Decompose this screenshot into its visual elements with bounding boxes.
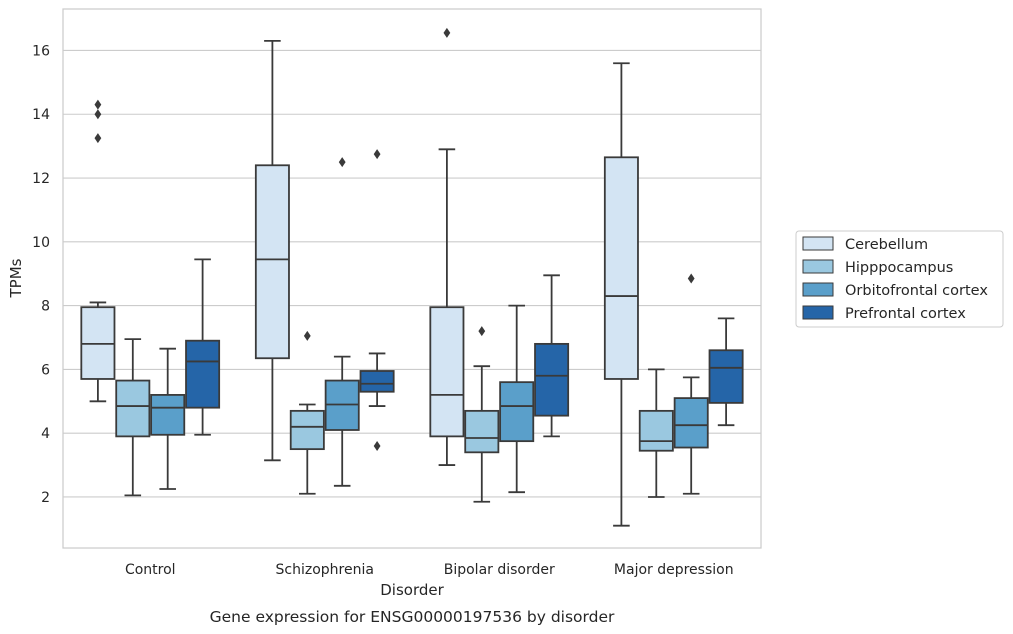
box-1-2 <box>115 338 151 497</box>
y-tick-label: 2 <box>41 490 50 506</box>
box-2-1 <box>254 39 290 462</box>
box-body <box>499 381 535 443</box>
outlier-point <box>687 273 695 284</box>
legend-label: Orbitofrontal cortex <box>845 283 988 299</box>
legend-swatch <box>802 282 834 297</box>
box-4-2 <box>638 368 674 498</box>
y-axis-label: TPMs <box>7 258 25 298</box>
box-2-3 <box>324 157 360 487</box>
box-4-3 <box>673 273 709 495</box>
box-body <box>638 409 674 452</box>
box-4-1 <box>603 62 639 527</box>
legend-swatch <box>802 259 834 274</box>
y-tick-label: 12 <box>32 171 50 187</box>
box-body <box>464 409 500 454</box>
outlier-point <box>94 99 102 110</box>
y-tick-label: 10 <box>32 235 50 251</box>
box-2-4 <box>359 149 395 451</box>
legend-item: Hipppocampus <box>802 259 953 276</box>
box-body <box>534 342 570 417</box>
legend-frame <box>795 230 1004 328</box>
y-tick-label: 4 <box>41 426 50 442</box>
box-1-3 <box>150 347 186 490</box>
box-1-1 <box>80 99 116 403</box>
box-body <box>429 306 465 438</box>
legend-swatch <box>802 236 834 251</box>
box-body <box>150 394 186 436</box>
legend-label: Cerebellum <box>845 237 928 253</box>
box-2-2 <box>289 330 325 495</box>
chart-caption: Gene expression for ENSG00000197536 by d… <box>210 608 615 626</box>
tick-layer: 2 4 6 8 10 12 14 16 Control Schizophrenia Bipolar … <box>32 43 733 578</box>
box-layer <box>80 27 744 527</box>
outlier-point <box>373 440 381 451</box>
x-tick-label: Schizophrenia <box>276 562 374 578</box>
box-4-4 <box>708 317 744 427</box>
legend-swatch <box>802 305 834 320</box>
outlier-point <box>443 27 451 38</box>
legend-label: Hipppocampus <box>845 260 953 276</box>
outlier-point <box>478 326 486 337</box>
x-axis-label: Disorder <box>380 581 444 599</box>
box-3-2 <box>464 326 500 503</box>
outlier-point <box>94 133 102 144</box>
box-body <box>115 379 151 438</box>
legend-item: Prefrontal cortex <box>802 305 966 322</box>
legend-items: Cerebellum Hipppocampus Orbitofrontal cort… <box>802 236 988 322</box>
box-1-4 <box>185 258 221 436</box>
box-body <box>185 339 221 409</box>
box-3-3 <box>499 304 535 494</box>
x-tick-label: Major depression <box>614 562 734 578</box>
box-3-4 <box>534 274 570 438</box>
x-tick-label: Control <box>125 562 176 578</box>
box-body <box>359 370 395 393</box>
box-body <box>289 409 325 451</box>
box-body <box>673 397 709 449</box>
box-body <box>603 156 639 380</box>
outlier-point <box>373 149 381 160</box>
x-tick-label: Bipolar disorder <box>444 562 555 578</box>
legend-label: Prefrontal cortex <box>845 306 966 322</box>
outlier-point <box>303 330 311 341</box>
outlier-point <box>94 109 102 120</box>
y-tick-label: 8 <box>41 299 50 315</box>
outlier-point <box>338 157 346 168</box>
y-tick-label: 6 <box>41 362 50 378</box>
y-tick-label: 14 <box>32 107 50 123</box>
legend-item: Cerebellum <box>802 236 928 253</box>
legend: Cerebellum Hipppocampus Orbitofrontal cort… <box>795 230 1004 328</box>
y-tick-label: 16 <box>32 43 50 59</box>
box-3-1 <box>429 27 465 466</box>
plot-frame <box>62 8 762 549</box>
legend-item: Orbitofrontal cortex <box>802 282 988 299</box>
box-body <box>254 164 290 360</box>
box-body <box>708 349 744 404</box>
